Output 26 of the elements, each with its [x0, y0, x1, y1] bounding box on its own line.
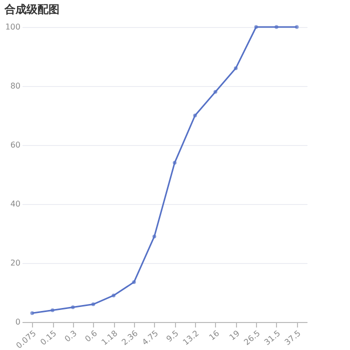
y-tick-label: 100 — [5, 22, 20, 32]
point — [193, 114, 197, 118]
point — [214, 90, 218, 94]
chart-title: 合成级配图 — [4, 3, 60, 16]
x-tick-label: 0.6 — [83, 328, 99, 344]
point — [50, 308, 54, 312]
point — [152, 234, 156, 238]
point — [91, 302, 96, 306]
point — [71, 305, 75, 310]
point — [112, 294, 116, 298]
point — [30, 311, 34, 316]
point — [254, 25, 258, 29]
x-tick-label: 16 — [207, 328, 222, 342]
point — [294, 25, 299, 29]
y-tick-label: 40 — [10, 200, 20, 208]
point — [234, 66, 238, 70]
point — [132, 280, 136, 284]
x-tick-label: 19 — [228, 328, 242, 342]
y-tick-label: 20 — [10, 258, 20, 268]
y-tick-label: 60 — [10, 140, 20, 150]
point — [172, 160, 177, 165]
y-tick-label: 80 — [10, 82, 20, 90]
x-tick-label: 9.5 — [164, 328, 180, 344]
point — [274, 25, 278, 29]
x-tick-label: 0.3 — [62, 328, 79, 344]
y-tick-label: 0 — [15, 318, 20, 326]
